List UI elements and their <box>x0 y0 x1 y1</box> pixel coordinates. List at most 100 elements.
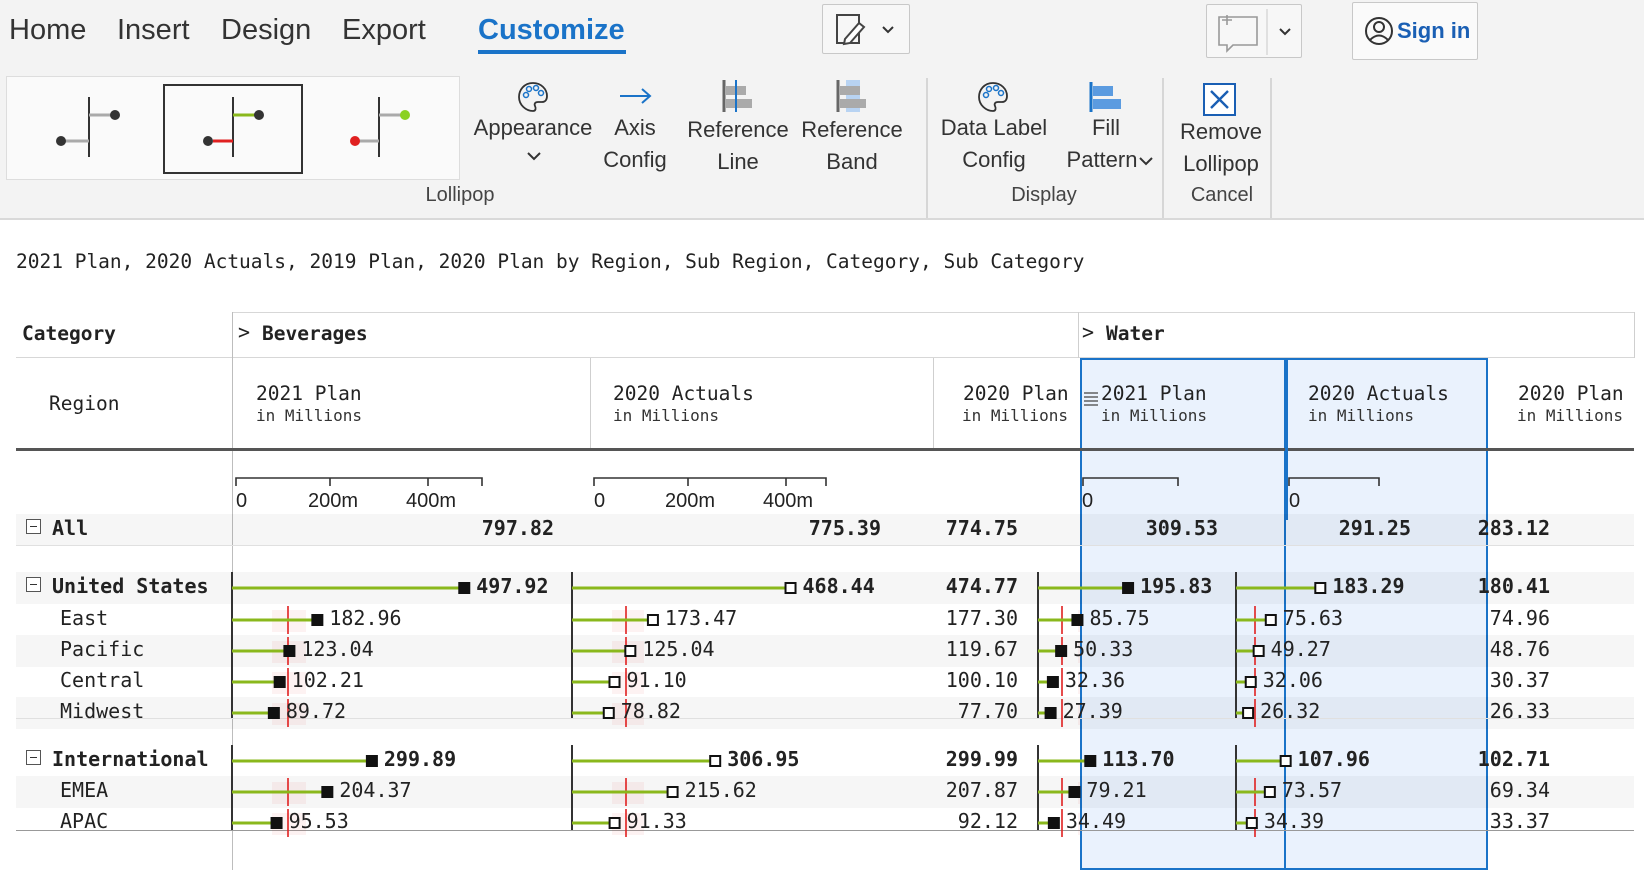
lollipop-value: 34.39 <box>1263 809 1325 833</box>
lollipop-value: 78.82 <box>620 699 681 723</box>
axis-tick: 0 <box>594 490 606 512</box>
measure-2020-actuals-water[interactable]: 2020 Actuals <box>1308 382 1449 405</box>
reference-band-button[interactable]: Reference Band <box>796 76 908 176</box>
lollipop-value: 204.37 <box>339 778 412 802</box>
comment-dropdown[interactable] <box>1206 4 1302 58</box>
lollipop-value: 113.70 <box>1102 747 1175 771</box>
chevron-down-icon <box>1139 157 1153 166</box>
appearance-button[interactable]: Appearance <box>468 76 598 176</box>
row-label: United States <box>52 574 209 598</box>
menu-insert[interactable]: Insert <box>117 14 190 46</box>
lollipop-head <box>270 817 283 829</box>
region-header: Region <box>49 392 120 415</box>
grid-line <box>590 358 591 448</box>
unit-label: in Millions <box>613 406 719 425</box>
menu-home[interactable]: Home <box>9 14 87 46</box>
plan-2020-value: 74.96 <box>1489 606 1550 630</box>
plan-2020-value: 207.87 <box>945 778 1018 802</box>
collapse-toggle-icon[interactable] <box>26 577 41 592</box>
reference-band <box>612 610 644 632</box>
fill-pattern-button[interactable]: Fill Pattern <box>1058 76 1154 176</box>
axis-2021-plan-beverages <box>235 477 483 486</box>
axis-tick: 200m <box>308 490 359 512</box>
menu-customize[interactable]: Customize <box>478 14 625 46</box>
lollipop-value: 32.06 <box>1262 668 1323 692</box>
fill-pattern-icon <box>1089 82 1121 112</box>
lollipop-value: 91.10 <box>626 668 687 692</box>
lollipop-value: 299.89 <box>383 747 457 771</box>
lollipop-style-1[interactable] <box>56 97 120 157</box>
close-icon <box>1203 83 1236 116</box>
lollipop-value: 26.32 <box>1260 699 1321 723</box>
axis-tick: 0 <box>236 490 248 512</box>
measure-2020-plan-beverages[interactable]: 2020 Plan <box>963 382 1069 405</box>
lollipop-value: 306.95 <box>727 747 800 771</box>
selected-column-2020-actuals-water[interactable] <box>1286 358 1488 870</box>
lollipop-style-2[interactable] <box>203 97 264 157</box>
total-value: 797.82 <box>481 516 554 540</box>
unit-label: in Millions <box>962 406 1068 425</box>
menu-export[interactable]: Export <box>342 14 426 46</box>
row-label: EMEA <box>60 778 109 802</box>
axis-tick: 0 <box>1289 490 1301 512</box>
lollipop-value: 107.96 <box>1297 747 1370 771</box>
reference-line-button[interactable]: Reference Line <box>682 76 794 176</box>
plan-2020-value: 299.99 <box>945 747 1018 771</box>
edit-mode-dropdown[interactable] <box>822 4 910 54</box>
remove-lollipop-button[interactable]: Remove Lollipop <box>1168 76 1274 180</box>
plan-2020-value: 100.10 <box>945 668 1018 692</box>
category-water[interactable]: Water <box>1106 322 1165 345</box>
remove-lollipop-label-2: Lollipop <box>1183 151 1259 176</box>
category-header: Category <box>22 322 116 345</box>
measure-2020-plan-water[interactable]: 2020 Plan <box>1518 382 1624 405</box>
add-comment-icon <box>1218 9 1291 55</box>
lollipop-style-3[interactable] <box>350 97 410 157</box>
measure-2020-actuals-beverages[interactable]: 2020 Actuals <box>613 382 754 405</box>
total-value: 309.53 <box>1145 516 1218 540</box>
grid-line <box>1078 312 1079 358</box>
row-label: APAC <box>60 809 109 833</box>
ribbon-separator <box>1162 78 1164 218</box>
visual-title: 2021 Plan, 2020 Actuals, 2019 Plan, 2020… <box>16 250 1085 273</box>
chevron-down-icon <box>527 152 541 161</box>
axis-tick: 400m <box>406 490 457 512</box>
category-beverages[interactable]: Beverages <box>262 322 368 345</box>
plan-2020-value: 474.77 <box>945 574 1018 598</box>
chevron-right-icon[interactable]: > <box>1082 320 1095 344</box>
axis-config-button[interactable]: Axis Config <box>600 76 670 176</box>
plan-2020-value: 26.33 <box>1489 699 1550 723</box>
collapse-toggle-icon[interactable] <box>26 519 41 534</box>
axis-config-label-2: Config <box>603 147 667 172</box>
plan-2020-value: 177.30 <box>945 606 1018 630</box>
lollipop-head <box>273 676 286 688</box>
lollipop-value: 195.83 <box>1140 574 1213 598</box>
drag-handle-icon[interactable] <box>1083 390 1099 406</box>
lollipop-group-label: Lollipop <box>425 184 495 206</box>
reference-band-label-1: Reference <box>801 117 903 142</box>
row-label: East <box>60 606 109 630</box>
reference-line-label-1: Reference <box>687 117 789 142</box>
lollipop-value: 34.49 <box>1065 809 1127 833</box>
measure-2021-plan-water[interactable]: 2021 Plan <box>1101 382 1207 405</box>
edit-page-icon <box>836 14 894 46</box>
collapse-toggle-icon[interactable] <box>26 750 41 765</box>
lollipop-value: 468.44 <box>802 574 875 598</box>
measure-2021-plan-beverages[interactable]: 2021 Plan <box>256 382 362 405</box>
menu-design[interactable]: Design <box>221 14 312 46</box>
column-resize-handle[interactable] <box>1285 358 1288 520</box>
lollipop-value: 50.33 <box>1073 637 1134 661</box>
data-label-config-button[interactable]: Data Label Config <box>932 76 1056 176</box>
chevron-right-icon[interactable]: > <box>238 320 251 344</box>
lollipop-value: 91.33 <box>626 809 687 833</box>
total-value: 283.12 <box>1477 516 1550 540</box>
sign-in-button[interactable]: Sign in <box>1352 2 1478 60</box>
axis-tick: 400m <box>763 490 814 512</box>
lollipop-value: 123.04 <box>301 637 374 661</box>
user-icon <box>1365 17 1393 45</box>
cancel-group-label: Cancel <box>1190 184 1254 206</box>
lollipop-head <box>608 676 621 688</box>
axis-config-label-1: Axis <box>614 115 656 140</box>
row-band <box>16 776 1634 808</box>
grid-line <box>1634 312 1635 358</box>
lollipop-value: 32.36 <box>1064 668 1126 692</box>
